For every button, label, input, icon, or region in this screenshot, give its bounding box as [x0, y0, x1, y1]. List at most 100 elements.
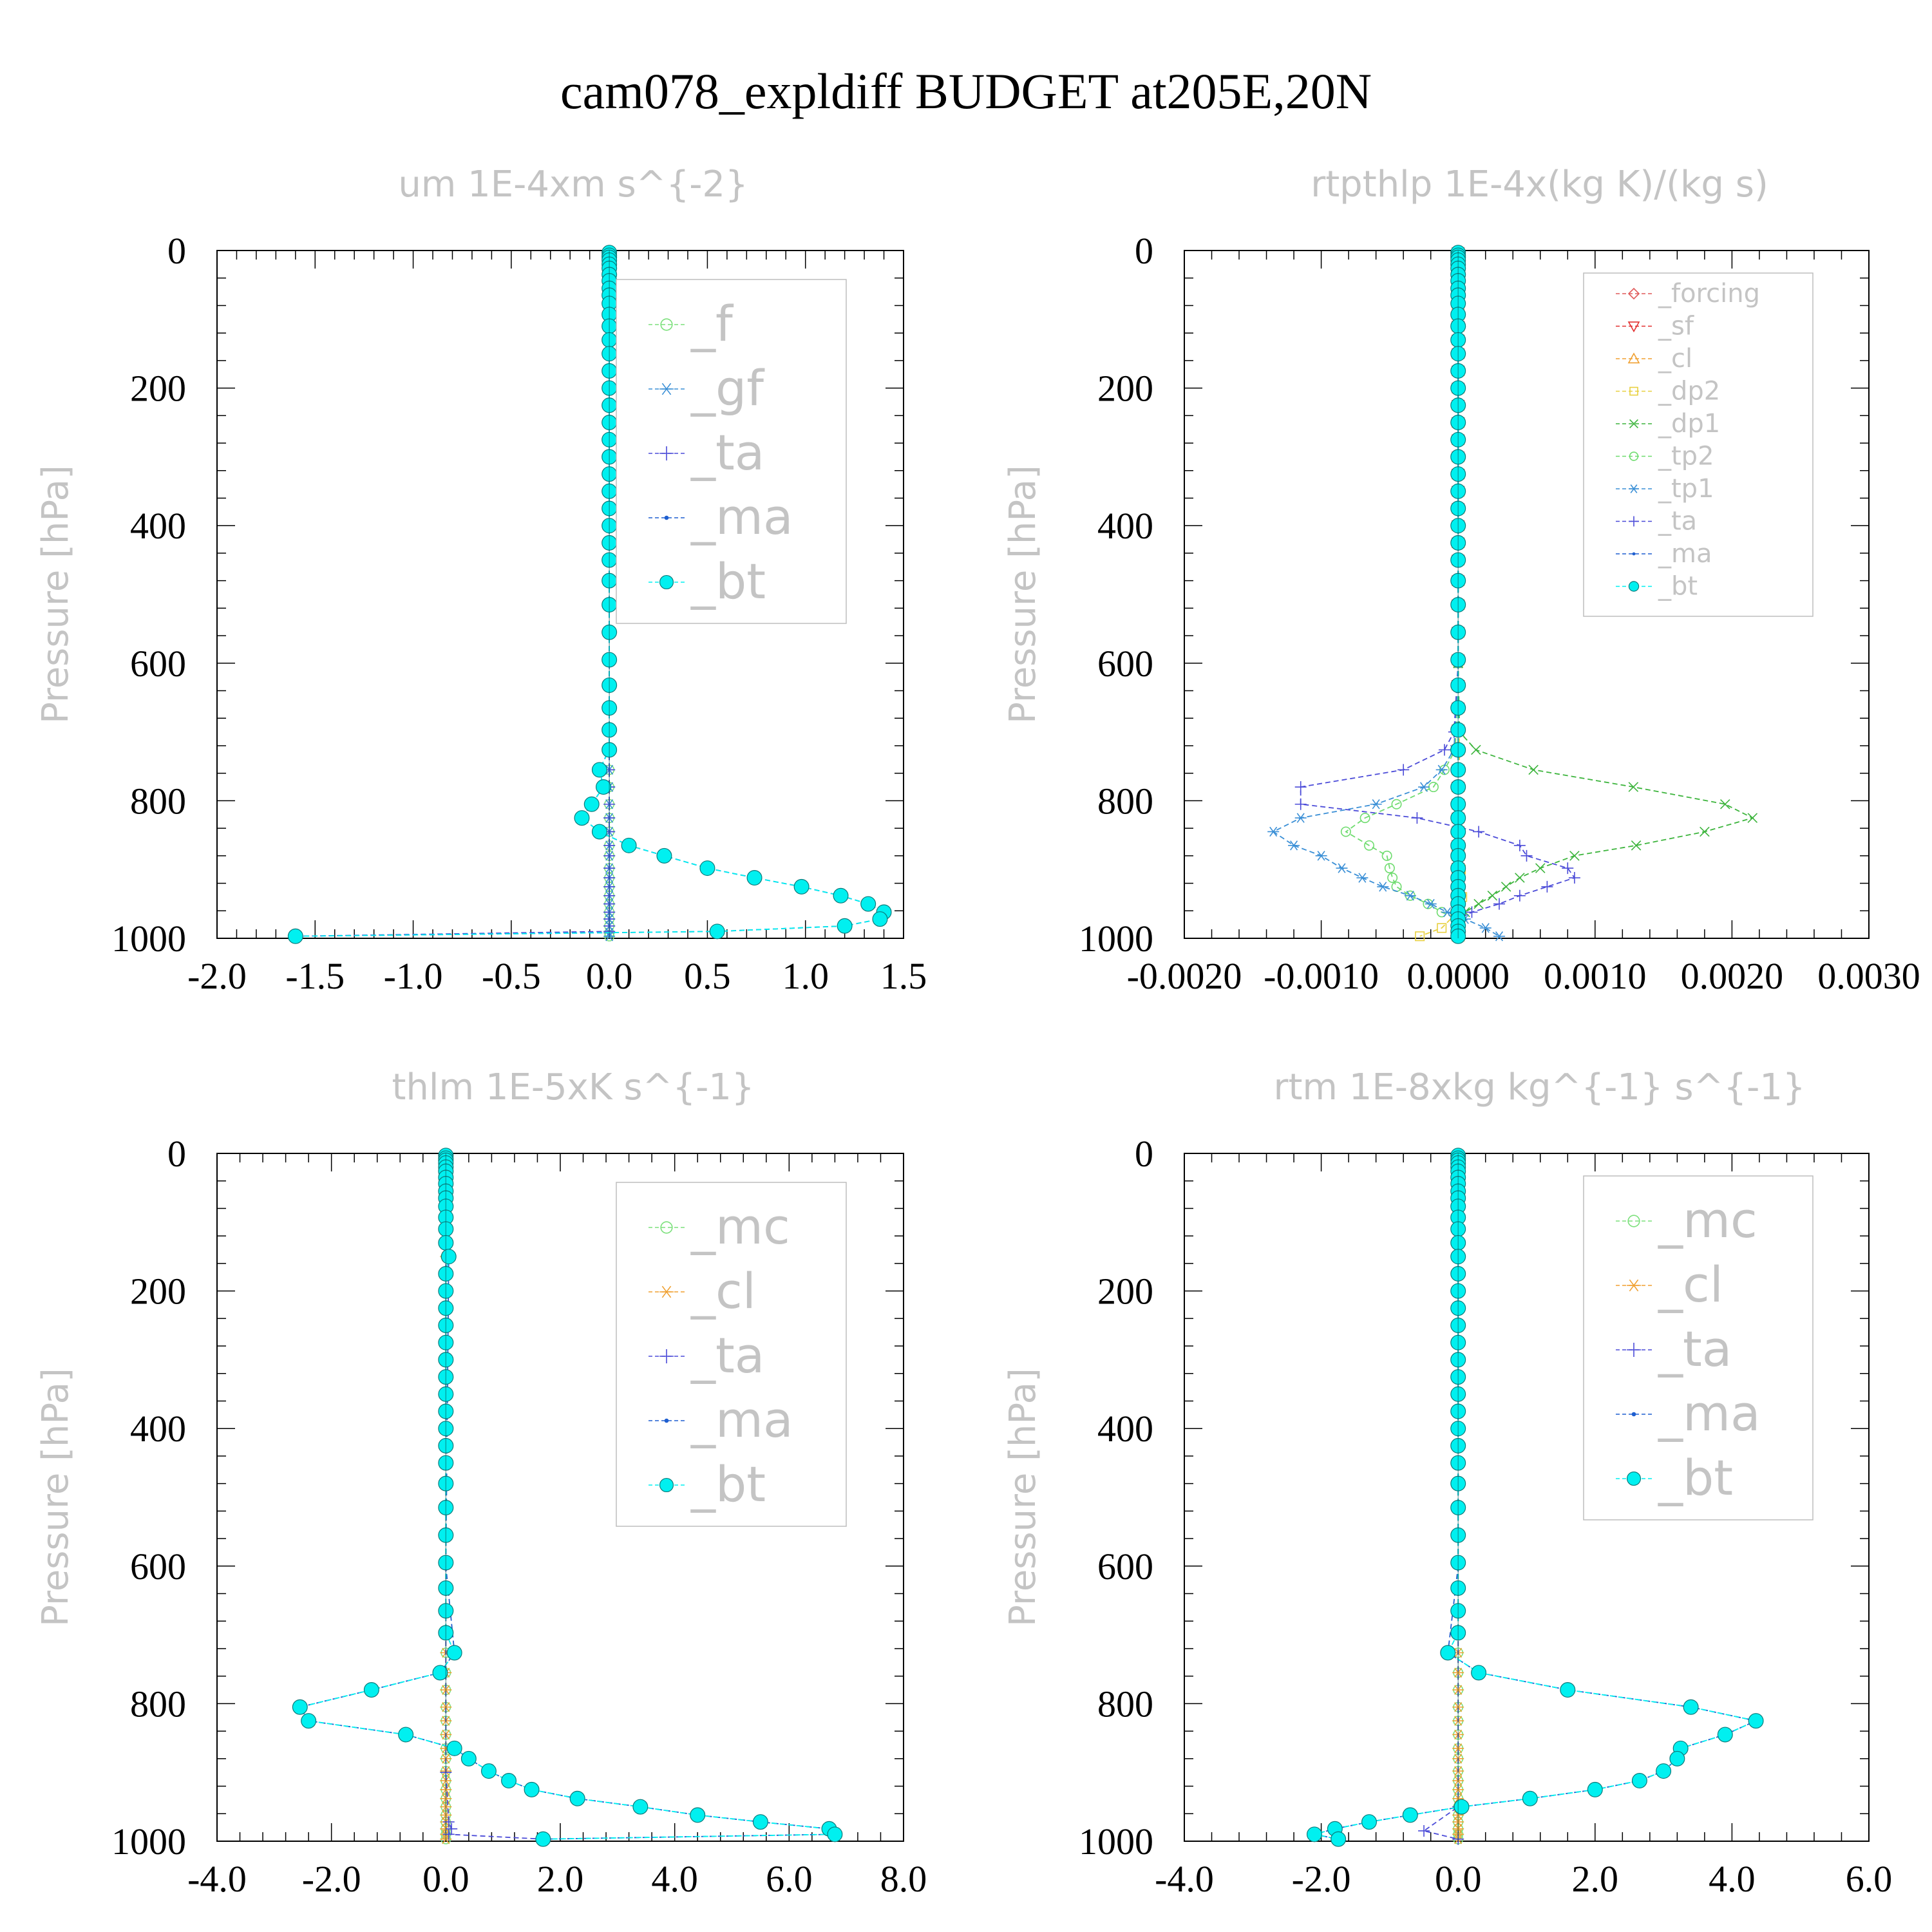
legend-label: _f: [690, 295, 734, 352]
data-point: [574, 810, 590, 826]
data-point: [301, 1713, 317, 1729]
legend: _forcing _sf _cl _dp2 _dp1 _tp2 _tp1 _ta _ma _bt: [1583, 272, 1814, 617]
legend-label: _ma: [690, 1391, 793, 1448]
data-point: [872, 911, 888, 927]
data-point: [1656, 1763, 1672, 1779]
data-point: [1437, 923, 1447, 933]
legend-label: _forcing: [1658, 279, 1760, 308]
x-tick-label: -0.5: [482, 955, 541, 997]
series-line: [1457, 252, 1754, 936]
legend-label: _bt: [1658, 572, 1698, 601]
y-tick-label: 200: [1097, 368, 1153, 410]
legend-marker: [659, 383, 674, 395]
data-point: [1631, 840, 1642, 851]
x-tick-label: -1.0: [384, 955, 443, 997]
data-point: [1720, 799, 1730, 810]
x-tick-label: 0.0: [422, 1858, 469, 1900]
legend-label: _mc: [1658, 1191, 1757, 1249]
series-line: [1300, 252, 1576, 936]
series-tp1: [1267, 247, 1505, 942]
legend-label: _dp1: [1658, 409, 1720, 439]
data-point: [591, 762, 607, 778]
data-point: [1513, 839, 1526, 851]
data-point: [1331, 1831, 1347, 1847]
x-tick-label: 8.0: [880, 1858, 927, 1900]
data-point: [1438, 744, 1450, 756]
data-point: [1535, 863, 1546, 873]
data-point: [1501, 882, 1511, 892]
data-point: [752, 1814, 768, 1830]
data-point: [827, 1826, 843, 1842]
legend-marker: [1627, 1343, 1641, 1357]
series-line: [445, 1155, 544, 1840]
data-point: [363, 1682, 379, 1698]
legend-label: _bt: [1658, 1449, 1733, 1506]
legend-label: _ma: [1658, 539, 1712, 569]
y-axis-label: Pressure [hPa]: [35, 1368, 77, 1627]
legend-marker: [659, 574, 674, 590]
data-point: [1700, 826, 1710, 837]
x-tick-label: -4.0: [187, 1858, 247, 1900]
y-tick-label: 1000: [1079, 918, 1153, 960]
legend-box: [1583, 272, 1814, 617]
legend-marker: [660, 1221, 673, 1234]
legend-label: _tp1: [1658, 474, 1714, 504]
y-tick-label: 1000: [111, 1821, 186, 1862]
data-point: [398, 1727, 414, 1743]
data-point: [1418, 782, 1430, 792]
legend-marker: [1632, 552, 1636, 556]
legend-marker: [1627, 1215, 1640, 1227]
data-point: [1717, 1727, 1733, 1743]
data-point: [1560, 1682, 1576, 1698]
data-point: [1294, 813, 1307, 823]
x-tick-label: -4.0: [1155, 1858, 1214, 1900]
legend-label: _sf: [1658, 312, 1694, 341]
y-tick-label: 200: [130, 368, 186, 410]
data-point: [1683, 1699, 1699, 1715]
y-axis-label: Pressure [hPa]: [1002, 465, 1044, 724]
y-axis-label: Pressure [hPa]: [35, 465, 77, 724]
legend: _mc _cl _ta _ma _bt: [616, 1182, 847, 1527]
legend-label: _ta: [1658, 507, 1697, 536]
data-point: [1294, 781, 1307, 793]
data-point: [1513, 889, 1526, 902]
data-point: [591, 824, 607, 840]
legend-marker: [659, 1477, 674, 1493]
y-tick-label: 0: [1135, 230, 1153, 272]
data-point: [1471, 1665, 1487, 1681]
legend-marker: [1629, 484, 1639, 493]
y-tick-label: 600: [1097, 643, 1153, 685]
data-point: [1479, 923, 1492, 933]
data-point: [1435, 764, 1448, 775]
data-point: [833, 887, 849, 904]
data-point: [440, 1249, 457, 1265]
data-point: [1364, 840, 1375, 851]
data-point: [287, 928, 303, 944]
data-point: [1487, 891, 1498, 901]
data-point: [292, 1699, 308, 1715]
x-tick-label: 0.0020: [1681, 955, 1784, 997]
panel-title: thlm 1E-5xK s^{-1}: [392, 1066, 754, 1108]
data-point: [1493, 931, 1505, 942]
data-point: [1315, 851, 1327, 861]
data-point: [460, 1750, 477, 1766]
legend-marker: [1627, 1279, 1641, 1292]
legend-box: [1583, 1175, 1814, 1520]
data-point: [442, 1828, 455, 1841]
legend-marker: [664, 515, 669, 520]
y-tick-label: 400: [1097, 505, 1153, 547]
x-tick-label: 2.0: [537, 1858, 584, 1900]
data-point: [535, 1831, 551, 1847]
panel-title: rtm 1E-8xkg kg^{-1} s^{-1}: [1273, 1066, 1805, 1108]
y-tick-label: 800: [1097, 1683, 1153, 1725]
legend-label: _bt: [690, 1455, 766, 1513]
y-tick-label: 400: [130, 505, 186, 547]
data-point: [1541, 880, 1553, 893]
data-point: [1587, 1781, 1603, 1797]
data-point: [1522, 1790, 1538, 1806]
legend-marker: [1627, 287, 1640, 300]
series-line: [295, 252, 610, 937]
y-tick-label: 200: [1097, 1271, 1153, 1312]
y-tick-label: 1000: [111, 918, 186, 960]
data-point: [1411, 812, 1423, 824]
